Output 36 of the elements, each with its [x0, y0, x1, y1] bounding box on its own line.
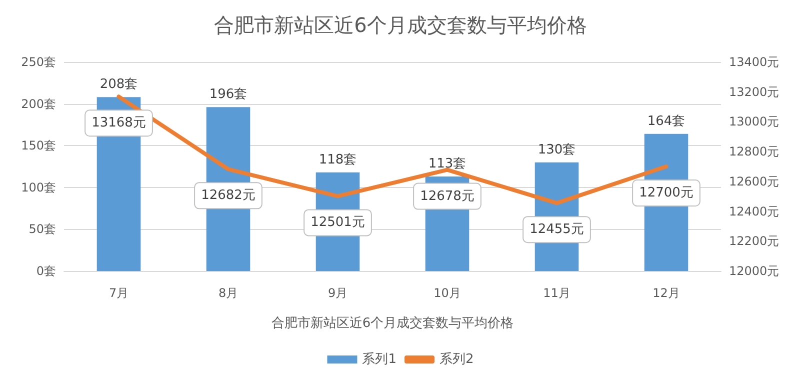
data-label: 164套 [647, 114, 686, 129]
data-label: 113套 [428, 156, 466, 172]
x-tick-label: 11月 [543, 286, 570, 300]
y2-tick-label: 13200元 [729, 84, 780, 99]
chart-title: 合肥市新站区近6个月成交套数与平均价格 [214, 13, 587, 37]
data-label: 196套 [209, 87, 248, 102]
y-tick-label: 250套 [21, 55, 56, 69]
x-tick-label: 12月 [652, 286, 680, 300]
data-label: 130套 [538, 142, 576, 158]
legend-label: 系列1 [362, 352, 397, 367]
x-tick-label: 9月 [328, 286, 348, 300]
x-tick-label: 10月 [434, 286, 461, 300]
data-label: 118套 [318, 152, 357, 168]
y-tick-label: 50套 [28, 222, 56, 236]
y2-tick-label: 12800元 [729, 144, 780, 159]
x-tick-label: 8月 [218, 286, 238, 300]
data-label: 12455元 [530, 222, 584, 238]
x-tick-label: 7月 [108, 286, 129, 300]
data-label: 12501元 [310, 215, 365, 230]
data-label: 12700元 [639, 186, 694, 200]
y-tick-label: 0套 [36, 264, 56, 278]
y2-tick-label: 12000元 [729, 264, 780, 278]
y-tick-label: 200套 [21, 96, 56, 111]
y2-tick-label: 13400元 [729, 55, 780, 69]
y2-tick-label: 12600元 [729, 174, 780, 188]
data-label: 12678元 [420, 188, 474, 204]
data-label: 208套 [100, 77, 138, 92]
y2-tick-label: 12400元 [729, 204, 780, 218]
legend-label: 系列2 [440, 352, 474, 367]
y-tick-label: 100套 [21, 180, 56, 194]
y2-tick-label: 12200元 [729, 234, 780, 248]
data-label: 12682元 [201, 188, 256, 204]
y-tick-label: 150套 [21, 138, 56, 153]
y2-tick-label: 13000元 [729, 114, 780, 129]
data-label: 13168元 [92, 116, 146, 131]
x-axis-title: 合肥市新站区近6个月成交套数与平均价格 [271, 315, 514, 331]
